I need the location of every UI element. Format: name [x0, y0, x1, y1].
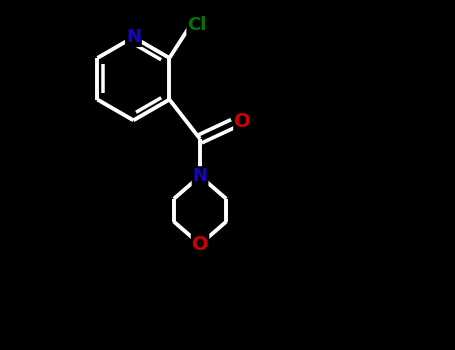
- Text: Cl: Cl: [187, 16, 207, 34]
- Text: N: N: [192, 167, 207, 185]
- Text: O: O: [192, 235, 208, 254]
- Text: N: N: [126, 28, 141, 46]
- Text: O: O: [234, 112, 251, 131]
